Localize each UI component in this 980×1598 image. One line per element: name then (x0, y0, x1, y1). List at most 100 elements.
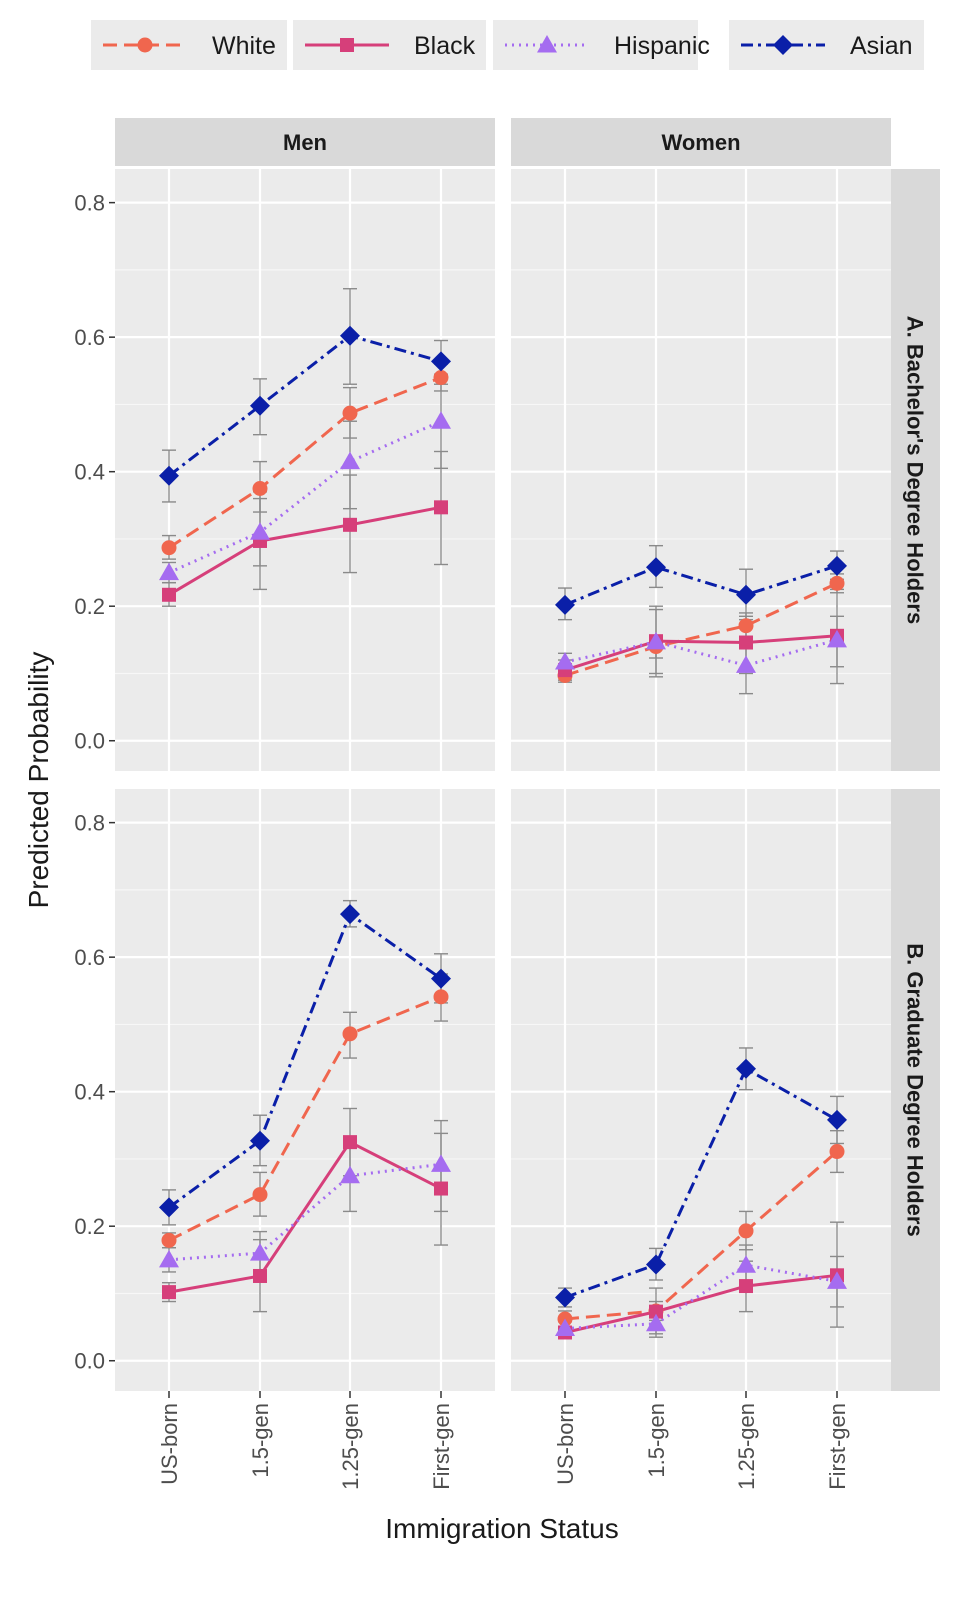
data-point-white (252, 480, 268, 496)
data-point-black (343, 517, 357, 532)
data-point-asian (827, 555, 847, 576)
y-tick-label: 0.2 (74, 594, 105, 619)
data-point-white (161, 1232, 177, 1248)
data-point-hispanic (827, 1271, 847, 1289)
data-point-asian (250, 395, 270, 416)
series-line-white (168, 995, 442, 1242)
series-line-black (168, 505, 442, 597)
x-tick-label: 1.25-gen (734, 1403, 759, 1490)
data-point-hispanic (250, 1243, 270, 1261)
data-point-black (649, 1304, 663, 1319)
data-point-hispanic (431, 1154, 451, 1172)
data-point-hispanic (555, 1318, 575, 1336)
data-point-hispanic (159, 1249, 179, 1268)
data-point-black (343, 1135, 357, 1150)
data-point-white (829, 1144, 845, 1160)
y-tick-label: 0.8 (74, 811, 105, 836)
x-tick-label: US-born (553, 1403, 578, 1485)
data-point-asian (827, 1109, 847, 1130)
data-point-hispanic (340, 1165, 360, 1184)
legend-key-bg-asian (729, 20, 924, 70)
data-point-hispanic (250, 522, 270, 540)
data-point-white (738, 618, 754, 634)
data-point-hispanic (646, 631, 666, 650)
y-tick-label: 0.6 (74, 325, 105, 350)
data-point-hispanic (159, 562, 179, 581)
x-tick-label: US-born (157, 1403, 182, 1485)
data-point-black (253, 1268, 267, 1283)
data-point-white (738, 1223, 754, 1239)
data-point-black (162, 587, 176, 602)
series-line-white (564, 581, 838, 677)
data-point-asian (431, 351, 451, 372)
data-point-hispanic (736, 655, 756, 673)
facet-strips: Men Women A. Bachelor's Degree Holders B… (115, 118, 940, 1391)
legend-label-black: Black (414, 32, 476, 60)
data-point-asian (736, 584, 756, 605)
data-point-asian (250, 1130, 270, 1151)
x-tick-label: 1.5-gen (248, 1403, 273, 1478)
strip-women-bg (511, 118, 891, 166)
panel-0-1 (511, 169, 891, 771)
data-point-hispanic (555, 652, 575, 670)
data-point-black (434, 1181, 448, 1196)
x-tick-label: First-gen (825, 1403, 850, 1490)
strip-men-bg (115, 118, 495, 166)
y-axis-title: Predicted Probability (23, 652, 54, 909)
data-point-white (252, 1187, 268, 1203)
data-point-black (739, 1279, 753, 1294)
data-point-asian (159, 1197, 179, 1218)
legend-key-bg-white (91, 20, 287, 70)
data-point-black (162, 1285, 176, 1300)
x-tick-label: First-gen (429, 1403, 454, 1490)
series-line-black (564, 1273, 838, 1334)
data-point-white (433, 989, 449, 1005)
data-point-white (342, 405, 358, 421)
legend-marker-white (137, 37, 153, 53)
x-tick-label: 1.5-gen (644, 1403, 669, 1478)
data-point-white (829, 575, 845, 591)
y-tick-label: 0.6 (74, 945, 105, 970)
series-line-white (168, 376, 442, 549)
y-tick-label: 0.0 (74, 1349, 105, 1374)
y-tick-label: 0.4 (74, 460, 105, 485)
data-point-asian (646, 557, 666, 578)
strip-row-b-bg (891, 789, 940, 1391)
x-tick-label: 1.25-gen (338, 1403, 363, 1490)
legend-marker-hispanic (537, 35, 557, 53)
panel-1-0 (115, 789, 495, 1391)
series-line-black (168, 1140, 442, 1294)
data-point-asian (555, 1287, 575, 1308)
x-axis-title: Immigration Status (385, 1513, 618, 1544)
legend-marker-asian (773, 35, 793, 55)
legend-marker-black (340, 38, 354, 52)
series-line-asian (564, 1066, 838, 1299)
data-point-asian (555, 594, 575, 615)
data-point-black (434, 500, 448, 515)
data-point-asian (159, 465, 179, 486)
data-point-asian (340, 325, 360, 346)
data-point-hispanic (827, 629, 847, 648)
strip-row-b-label: B. Graduate Degree Holders (903, 943, 928, 1236)
data-point-white (433, 370, 449, 386)
y-tick-label: 0.2 (74, 1214, 105, 1239)
data-point-asian (736, 1058, 756, 1079)
y-tick-label: 0.8 (74, 191, 105, 216)
data-point-hispanic (431, 411, 451, 429)
data-point-black (739, 635, 753, 650)
series-line-asian (168, 911, 442, 1209)
panel-1-0-background (115, 789, 495, 1391)
legend-label-white: White (212, 32, 276, 60)
chart-panels (115, 169, 891, 1391)
data-point-asian (646, 1254, 666, 1275)
strip-men-label: Men (283, 130, 327, 155)
series-line-asian (168, 334, 442, 477)
axes: 0.0 0.2 0.4 0.6 0.8 0.0 0.2 0.4 0.6 0.8 US-born 1.5… (74, 191, 850, 1490)
series-line-hispanic (168, 419, 442, 574)
series-line-white (564, 1150, 838, 1321)
data-point-white (342, 1026, 358, 1042)
data-point-white (161, 540, 177, 556)
legend: White Black Hispanic Asian (91, 20, 924, 70)
data-point-hispanic (340, 451, 360, 470)
